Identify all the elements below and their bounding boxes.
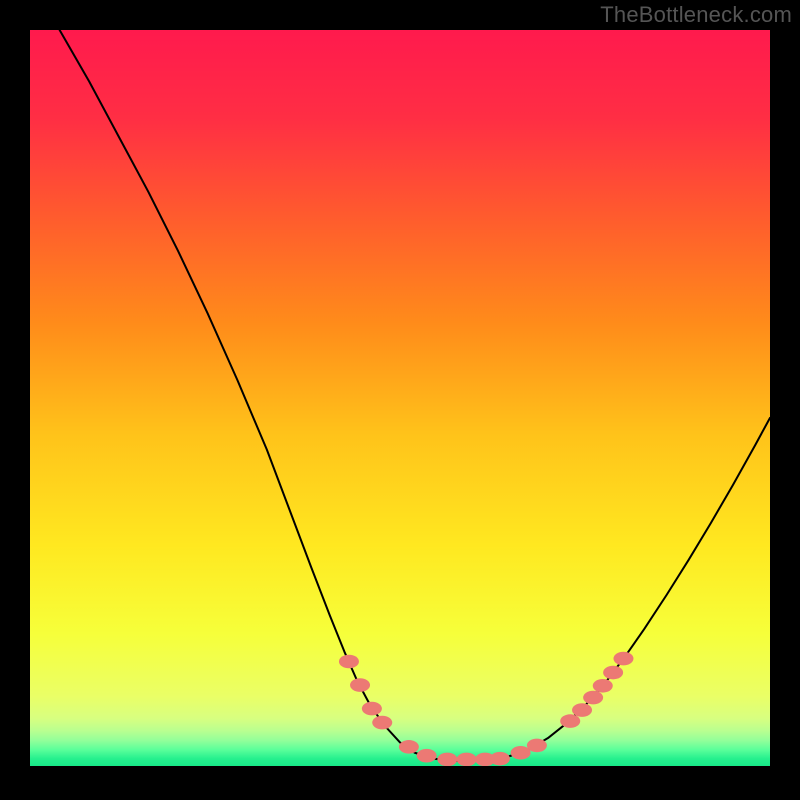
watermark-text: TheBottleneck.com	[600, 2, 792, 28]
curve-marker	[457, 753, 477, 766]
chart-frame: TheBottleneck.com	[0, 0, 800, 800]
curve-marker	[583, 691, 603, 705]
curve-marker	[417, 749, 437, 763]
curve-marker	[490, 752, 510, 766]
curve-marker	[350, 678, 370, 692]
bottleneck-curve-chart	[30, 30, 770, 766]
curve-marker	[603, 666, 623, 680]
plot-area	[30, 30, 770, 766]
curve-marker	[527, 739, 547, 753]
curve-marker	[372, 716, 392, 730]
curve-marker	[339, 655, 359, 669]
curve-marker	[613, 652, 633, 666]
curve-marker	[437, 753, 457, 766]
curve-marker	[572, 703, 592, 717]
curve-marker	[362, 702, 382, 716]
curve-marker	[511, 746, 531, 760]
curve-marker	[560, 714, 580, 728]
curve-marker	[593, 679, 613, 693]
gradient-background	[30, 30, 770, 766]
curve-marker	[399, 740, 419, 754]
